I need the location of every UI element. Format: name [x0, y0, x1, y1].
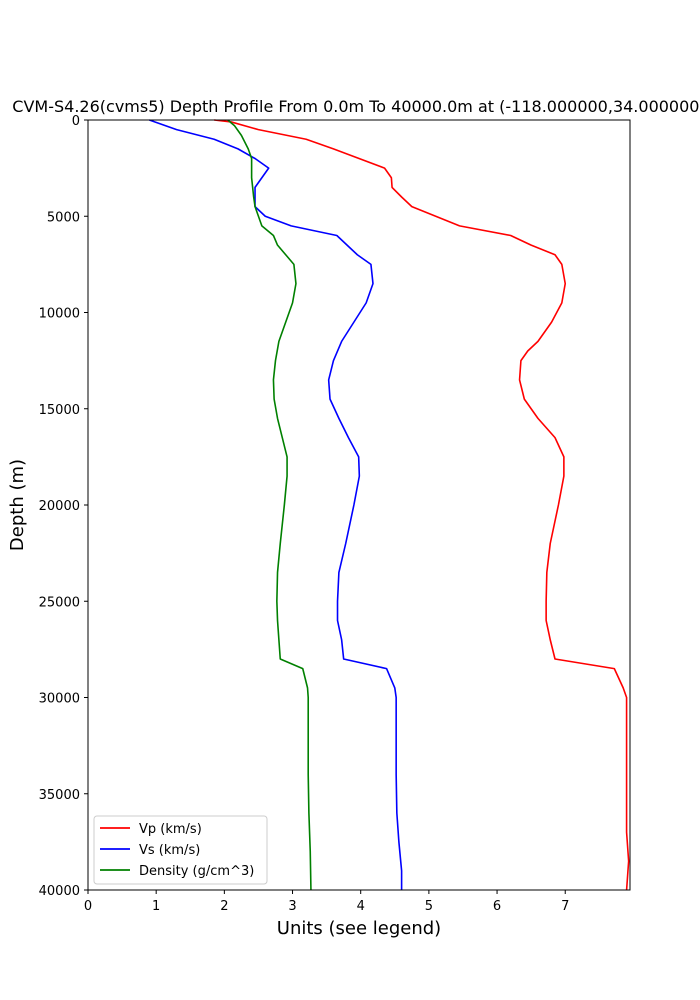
series-line-density-g-cm-3 — [227, 119, 312, 891]
legend-label-density-g-cm-3: Density (g/cm^3) — [139, 864, 254, 879]
x-tick-label: 2 — [220, 899, 228, 914]
x-tick-label: 6 — [493, 899, 501, 914]
series-line-vp-km-s — [214, 119, 630, 891]
x-tick-label: 3 — [288, 899, 296, 914]
x-tick-label: 5 — [425, 899, 433, 914]
y-tick-label: 10000 — [39, 307, 80, 322]
y-tick-label: 15000 — [39, 403, 80, 418]
y-tick-label: 30000 — [39, 692, 80, 707]
plot-frame — [87, 119, 631, 891]
series-layer — [149, 119, 630, 891]
series-line-vs-km-s — [149, 119, 403, 890]
y-axis: 0 5000 10000 15000 20000 25000 30000 35000 40000 — [39, 114, 88, 899]
y-tick-label: 20000 — [39, 499, 80, 514]
x-tick-label: 7 — [561, 899, 569, 914]
x-tick-label: 0 — [84, 899, 92, 914]
legend-box — [93, 815, 268, 885]
x-axis: 0 1 2 3 4 5 6 7 — [84, 890, 569, 914]
y-tick-label: 0 — [72, 114, 80, 129]
x-axis-title: Units (see legend) — [277, 918, 441, 939]
legend-label-vp-km-s: Vp (km/s) — [139, 822, 202, 837]
y-axis-title: Depth (m) — [7, 459, 28, 551]
y-tick-label: 25000 — [39, 595, 80, 610]
y-tick-label: 35000 — [39, 788, 80, 803]
legend-label-vs-km-s: Vs (km/s) — [139, 843, 200, 858]
x-tick-label: 1 — [152, 899, 160, 914]
y-tick-label: 40000 — [39, 884, 80, 899]
legend: Vp (km/s) Vs (km/s) Density (g/cm^3) — [93, 815, 268, 885]
chart-title: CVM-S4.26(cvms5) Depth Profile From 0.0m… — [12, 97, 700, 116]
y-tick-label: 5000 — [47, 210, 80, 225]
x-tick-label: 4 — [357, 899, 365, 914]
